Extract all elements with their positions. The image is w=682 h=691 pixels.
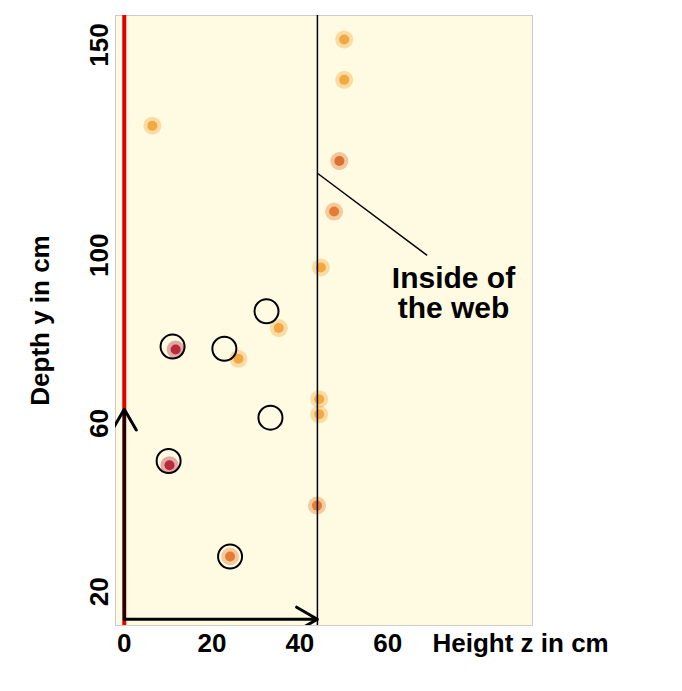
svg-text:60: 60: [84, 409, 114, 438]
svg-text:150: 150: [84, 23, 114, 66]
svg-text:Height z in cm: Height z in cm: [433, 628, 609, 658]
svg-text:Depth y in cm: Depth y in cm: [25, 235, 55, 405]
svg-text:100: 100: [84, 234, 114, 277]
svg-text:60: 60: [373, 628, 402, 658]
svg-text:0: 0: [117, 628, 131, 658]
svg-text:40: 40: [285, 628, 314, 658]
svg-text:Inside ofthe web: Inside ofthe web: [392, 261, 516, 324]
svg-text:20: 20: [84, 577, 114, 606]
svg-text:20: 20: [198, 628, 227, 658]
